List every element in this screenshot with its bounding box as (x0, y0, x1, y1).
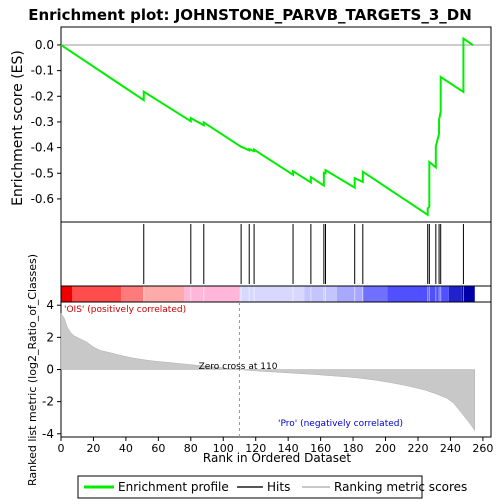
gradient-segment (121, 286, 144, 302)
positive-class-label: 'OIS' (positively correlated) (64, 305, 186, 315)
es-ytick-label: 0.0 (35, 38, 54, 52)
x-tick-label: 100 (213, 442, 234, 455)
metric-ytick-label: 2 (46, 330, 54, 344)
negative-class-label: 'Pro' (negatively correlated) (278, 419, 403, 429)
enrichment-profile-line (60, 36, 474, 217)
metric-axis-label: Ranked list metric (log2_Ratio_of_Classe… (26, 254, 39, 486)
gradient-segment (461, 286, 475, 302)
x-tick-label: 20 (86, 442, 100, 455)
chart-title: Enrichment plot: JOHNSTONE_PARVB_TARGETS… (28, 6, 472, 24)
legend-label-hits: Hits (267, 480, 290, 494)
es-ytick-label: -0.5 (31, 166, 54, 180)
gradient-segment (387, 286, 449, 302)
x-tick-label: 180 (343, 442, 364, 455)
x-tick-label: 80 (184, 442, 198, 455)
x-tick-label: 200 (375, 442, 396, 455)
x-tick-label: 160 (310, 442, 331, 455)
legend: Enrichment profile Hits Ranking metric s… (77, 475, 467, 499)
gradient-segment (72, 286, 122, 302)
x-tick-label: 220 (407, 442, 428, 455)
x-tick-label: 40 (119, 442, 133, 455)
gradient-segment (362, 286, 388, 302)
x-tick-label: 240 (440, 442, 461, 455)
es-ytick-label: -0.4 (31, 141, 54, 155)
legend-label-ranking: Ranking metric scores (334, 480, 467, 494)
gradient-segment (184, 286, 240, 302)
metric-ytick-label: -2 (42, 395, 54, 409)
gradient-segment (336, 286, 363, 302)
zero-cross-label: Zero cross at 110 (199, 362, 278, 372)
es-ytick-label: -0.1 (31, 64, 54, 78)
es-axis-label: Enrichment score (ES) (10, 50, 26, 206)
metric-ytick-label: 4 (46, 298, 54, 312)
x-axis-label: Rank in Ordered Dataset (203, 451, 351, 465)
gradient-segment (304, 286, 337, 302)
metric-ytick-label: -4 (42, 427, 54, 441)
x-tick-label: 140 (278, 442, 299, 455)
metric-ytick-label: 0 (46, 363, 54, 377)
legend-label-enrichment: Enrichment profile (118, 480, 229, 494)
gradient-segment (143, 286, 185, 302)
x-tick-label: 0 (58, 442, 65, 455)
gradient-segment (239, 286, 305, 302)
es-ytick-label: -0.2 (31, 89, 54, 103)
ranking-metric-area (60, 312, 476, 432)
hits-panel (60, 221, 492, 287)
x-tick-label: 120 (245, 442, 266, 455)
rank-gradient-panel (60, 285, 492, 303)
es-plot-area (60, 26, 492, 223)
es-ytick-label: -0.3 (31, 115, 54, 129)
hits-plot-area (60, 221, 492, 287)
ranked-metric-panel: 420-2-40 20 40 60 80 100 120 140 160 180 200 220 240… (42, 298, 493, 455)
gradient-segment (61, 286, 73, 302)
x-tick-label: 60 (151, 442, 165, 455)
gradient-segment (448, 286, 462, 302)
es-ytick-label: -0.6 (31, 192, 54, 206)
enrichment-panel: 0.0 -0.1 -0.2 -0.3 -0.4 -0.5 -0.6 (31, 26, 492, 223)
x-tick-label: 260 (472, 442, 493, 455)
